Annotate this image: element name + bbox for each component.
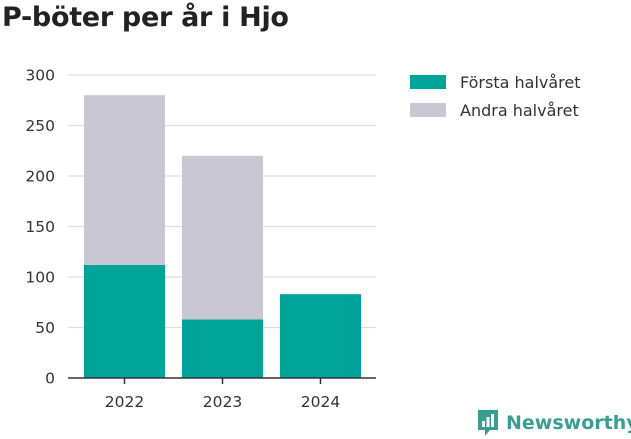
bar-2024-series-0 [280,294,361,378]
legend-swatch-second-half [410,103,446,117]
legend: Första halvåret Andra halvåret [410,68,581,124]
y-tick-label: 0 [45,370,55,388]
bar-2022-series-1 [84,95,165,265]
legend-item-first-half: Första halvåret [410,68,581,96]
y-tick-label: 50 [35,319,55,337]
legend-label-second-half: Andra halvåret [460,100,579,120]
legend-label-first-half: Första halvåret [460,72,581,92]
y-tick-label: 100 [25,269,55,287]
y-tick-label: 250 [25,117,55,135]
bar-2023-series-1 [182,155,263,320]
axes: 0 50 100 150 200 250 300 2022 2023 2024 [25,67,376,411]
x-tick-label: 2024 [301,393,340,411]
newsworthy-brand[interactable]: Newsworthy [476,408,631,438]
x-tick-label: 2022 [105,393,144,411]
bar-2022-series-0 [84,264,165,378]
y-tick-label: 300 [25,67,55,85]
brand-name: Newsworthy [506,412,631,434]
chart-title: P-böter per år i Hjo [2,2,289,33]
x-tick-label: 2023 [203,393,242,411]
newsworthy-logo-icon [478,410,498,436]
legend-item-second-half: Andra halvåret [410,96,581,124]
bar-2023-series-0 [182,319,263,378]
y-tick-label: 150 [25,218,55,236]
y-tick-label: 200 [25,168,55,186]
bars [84,95,361,378]
legend-swatch-first-half [410,75,446,89]
